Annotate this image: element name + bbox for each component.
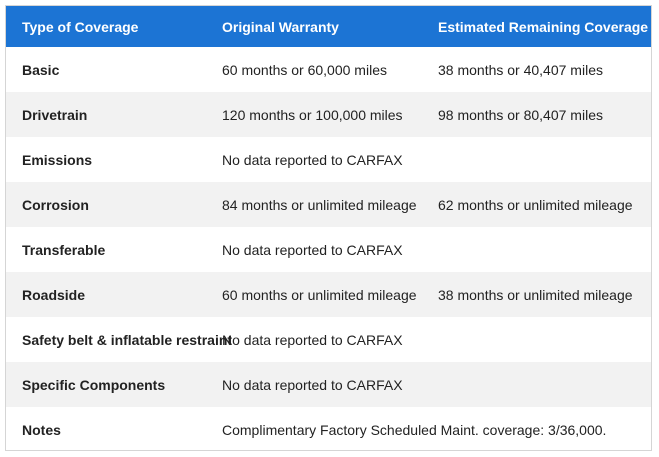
table-row: Basic 60 months or 60,000 miles 38 month…: [6, 47, 651, 92]
table-row: Drivetrain 120 months or 100,000 miles 9…: [6, 92, 651, 137]
remaining-coverage-cell: 38 months or unlimited mileage: [438, 286, 633, 303]
original-warranty-cell: No data reported to CARFAX: [222, 151, 403, 168]
original-warranty-cell: 60 months or unlimited mileage: [222, 286, 417, 303]
notes-cell: Complimentary Factory Scheduled Maint. c…: [222, 421, 607, 438]
original-warranty-cell: No data reported to CARFAX: [222, 376, 403, 393]
header-type-of-coverage: Type of Coverage: [22, 18, 139, 35]
coverage-type-cell: Emissions: [22, 151, 93, 168]
warranty-coverage-panel: Type of Coverage Original Warranty Estim…: [5, 5, 652, 451]
coverage-type-cell: Transferable: [22, 241, 106, 258]
warranty-coverage-table: Type of Coverage Original Warranty Estim…: [6, 6, 651, 450]
table-header-row: Type of Coverage Original Warranty Estim…: [6, 6, 651, 47]
remaining-coverage-cell: [438, 317, 651, 362]
coverage-type-cell: Notes: [22, 421, 61, 438]
remaining-coverage-cell: 38 months or 40,407 miles: [438, 61, 603, 78]
table-row: Corrosion 84 months or unlimited mileage…: [6, 182, 651, 227]
remaining-coverage-cell: [438, 137, 651, 182]
coverage-type-cell: Corrosion: [22, 196, 89, 213]
remaining-coverage-cell: [438, 362, 651, 407]
table-row: Transferable No data reported to CARFAX: [6, 227, 651, 272]
table-row: Safety belt & inflatable restraint No da…: [6, 317, 651, 362]
original-warranty-cell: No data reported to CARFAX: [222, 331, 403, 348]
coverage-type-cell: Basic: [22, 61, 60, 78]
coverage-type-cell: Safety belt & inflatable restraint: [22, 331, 233, 348]
remaining-coverage-cell: 98 months or 80,407 miles: [438, 106, 603, 123]
coverage-type-cell: Drivetrain: [22, 106, 88, 123]
remaining-coverage-cell: [438, 227, 651, 272]
header-estimated-remaining-coverage: Estimated Remaining Coverage: [438, 18, 649, 35]
original-warranty-cell: 84 months or unlimited mileage: [222, 196, 417, 213]
coverage-type-cell: Roadside: [22, 286, 86, 303]
coverage-type-cell: Specific Components: [22, 376, 166, 393]
original-warranty-cell: No data reported to CARFAX: [222, 241, 403, 258]
original-warranty-cell: 60 months or 60,000 miles: [222, 61, 387, 78]
table-row: Notes Complimentary Factory Scheduled Ma…: [6, 407, 651, 450]
original-warranty-cell: 120 months or 100,000 miles: [222, 106, 403, 123]
table-row: Specific Components No data reported to …: [6, 362, 651, 407]
table-row: Emissions No data reported to CARFAX: [6, 137, 651, 182]
remaining-coverage-cell: 62 months or unlimited mileage: [438, 196, 633, 213]
header-original-warranty: Original Warranty: [222, 18, 339, 35]
table-row: Roadside 60 months or unlimited mileage …: [6, 272, 651, 317]
